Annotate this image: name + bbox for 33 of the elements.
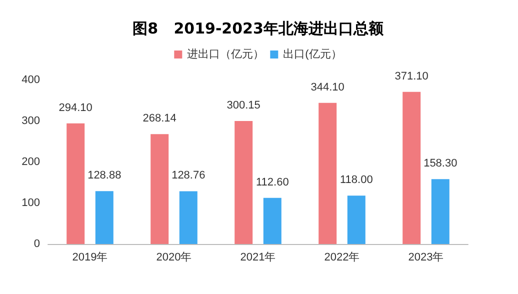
text: 371.10 <box>394 70 428 82</box>
bar <box>66 123 85 244</box>
x-tick-label: 2019年 <box>72 252 108 264</box>
bar <box>179 191 198 244</box>
y-tick-label: 200 <box>22 156 40 168</box>
text: 112.60 <box>256 176 289 188</box>
text: 128.88 <box>88 170 122 182</box>
text: 268.14 <box>142 112 176 125</box>
text: 300.15 <box>226 99 260 112</box>
y-tick-label: 300 <box>22 115 40 127</box>
bar <box>431 179 450 244</box>
bar <box>402 92 421 244</box>
y-tick-label: 100 <box>22 197 40 209</box>
x-tick-label: 2020年 <box>156 252 192 264</box>
bar <box>318 102 337 244</box>
text: 294.10 <box>58 102 92 114</box>
text: 158.30 <box>424 158 458 170</box>
bar <box>95 191 114 244</box>
bar <box>234 120 253 244</box>
y-tick-label: 0 <box>34 238 40 250</box>
x-tick-label: 2022年 <box>324 252 360 264</box>
text: 118.00 <box>340 174 373 186</box>
legend-label: 进出口（亿元） <box>187 48 264 60</box>
bar <box>150 134 169 244</box>
text: 128.76 <box>172 170 206 182</box>
y-tick-label: 400 <box>22 74 40 86</box>
chart-title: 图8 2019-2023年北海进出口总额 <box>132 20 384 38</box>
bar <box>347 196 366 244</box>
text: 344.10 <box>310 81 344 94</box>
x-tick-label: 2023年 <box>408 252 444 264</box>
bar <box>263 198 282 244</box>
x-tick-label: 2021年 <box>240 252 276 264</box>
legend-label: 出口(亿元） <box>283 48 342 60</box>
